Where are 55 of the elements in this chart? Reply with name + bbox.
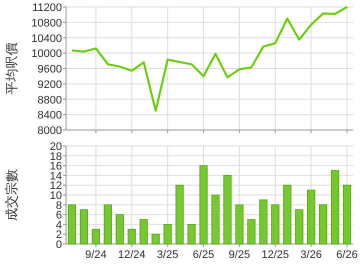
bar xyxy=(92,228,100,244)
y-tick-label: 2 xyxy=(56,229,62,242)
bar xyxy=(330,170,340,244)
bar xyxy=(116,214,124,244)
bar xyxy=(318,204,328,244)
bar xyxy=(247,219,256,244)
x-tick-label: 6/26 xyxy=(336,249,358,261)
bar xyxy=(68,204,76,244)
y-tick-label: 14 xyxy=(50,170,62,182)
x-tick-label: 6/25 xyxy=(192,249,214,261)
y-axis-title: 平均呎價 xyxy=(4,42,19,94)
line-series xyxy=(70,6,348,112)
bar xyxy=(295,209,304,244)
bar xyxy=(187,224,196,244)
bar xyxy=(307,190,316,244)
bar xyxy=(140,219,148,244)
bar xyxy=(259,200,268,244)
y-tick-label: 12 xyxy=(50,180,62,192)
y-tick-label: 18 xyxy=(50,150,62,163)
bar xyxy=(104,204,112,244)
x-tick-label: 3/25 xyxy=(156,249,178,261)
y-tick-label: 6 xyxy=(56,210,62,222)
x-tick-label: 12/25 xyxy=(262,249,290,261)
y-tick-label: 8 xyxy=(56,200,62,212)
y-tick-label: 10 xyxy=(50,190,62,202)
x-tick-label: 12/24 xyxy=(118,249,146,261)
x-tick-label: 9/25 xyxy=(228,249,250,261)
bar xyxy=(223,175,232,244)
bar xyxy=(80,209,88,244)
bar xyxy=(164,224,172,244)
y-tick-label: 8800 xyxy=(38,94,62,106)
bar xyxy=(128,228,136,244)
bar xyxy=(342,184,352,244)
bar xyxy=(199,165,208,244)
y-tick-label: 10000 xyxy=(31,48,62,60)
y-axis-title: 成交宗數 xyxy=(4,169,19,221)
y-tick-label: 20 xyxy=(50,141,62,153)
bar xyxy=(235,204,244,244)
y-tick-label: 4 xyxy=(56,219,62,232)
x-tick-label: 9/24 xyxy=(85,249,107,261)
y-tick-label: 10800 xyxy=(31,17,62,30)
x-tick-label: 3/26 xyxy=(300,249,322,261)
y-tick-label: 0 xyxy=(56,239,62,251)
y-tick-label: 10400 xyxy=(31,32,62,45)
y-tick-label: 16 xyxy=(50,160,62,173)
y-tick-label: 8000 xyxy=(38,125,62,137)
bar xyxy=(175,184,184,244)
bar xyxy=(271,204,280,244)
y-tick-label: 11200 xyxy=(32,2,62,14)
bar xyxy=(283,184,292,244)
bar xyxy=(211,194,220,244)
y-tick-label: 8400 xyxy=(38,110,62,122)
y-tick-label: 9600 xyxy=(38,64,62,76)
y-tick-label: 9200 xyxy=(38,78,62,91)
bar xyxy=(152,234,160,244)
